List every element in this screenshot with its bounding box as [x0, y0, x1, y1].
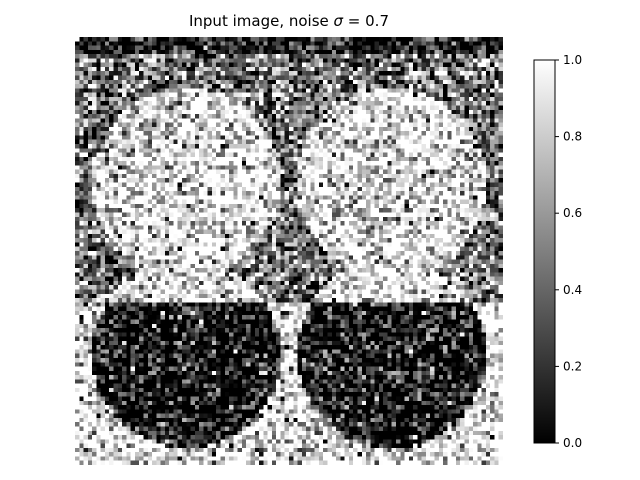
colorbar-bar — [533, 59, 556, 444]
chart-title-main: Input image, noise — [188, 12, 334, 30]
colorbar-tick-label: 0.6 — [563, 206, 582, 220]
colorbar-tick-label: 1.0 — [563, 53, 582, 67]
colorbar-ticks: 0.0 0.2 0.4 0.6 0.8 1.0 — [555, 53, 582, 450]
colorbar-tick-label: 0.2 — [563, 359, 582, 373]
chart-title-tail: = 0.7 — [343, 12, 389, 30]
colorbar-tick-label: 0.4 — [563, 283, 582, 297]
chart-title: Input image, noise σ = 0.7 — [75, 12, 503, 30]
chart-title-sigma: σ — [333, 12, 344, 30]
colorbar-tick-label: 0.0 — [563, 436, 582, 450]
colorbar-tick-label: 0.8 — [563, 130, 582, 144]
heatmap-image — [75, 37, 503, 465]
